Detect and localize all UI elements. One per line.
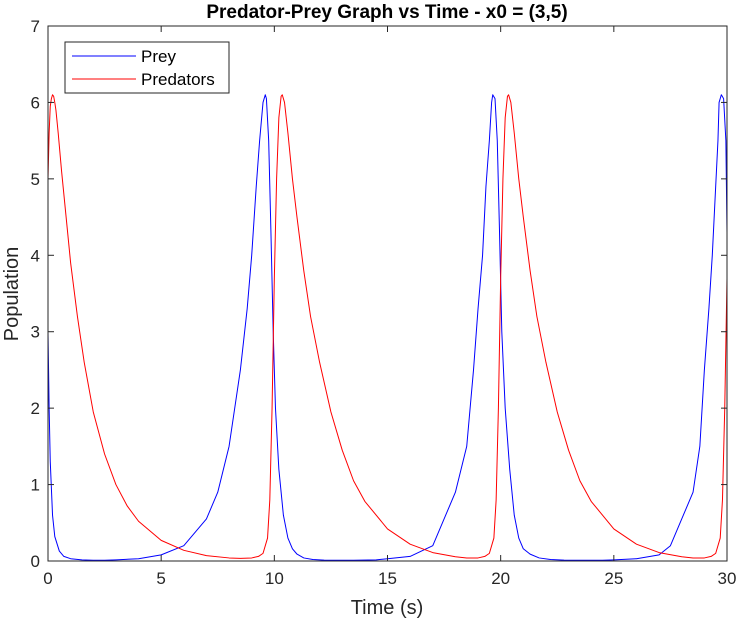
x-tick-label: 25 bbox=[604, 569, 623, 588]
y-tick-label: 2 bbox=[31, 399, 40, 418]
series-line-prey bbox=[47, 94, 728, 561]
y-tick-label: 1 bbox=[31, 476, 40, 495]
y-tick-label: 7 bbox=[31, 17, 40, 36]
x-tick-label: 15 bbox=[378, 569, 397, 588]
legend: Prey Predators bbox=[64, 41, 230, 94]
y-tick-label: 5 bbox=[31, 170, 40, 189]
legend-label-predators: Predators bbox=[141, 70, 215, 89]
y-tick-label: 4 bbox=[31, 246, 40, 265]
x-ticks: 0 5 10 15 20 25 30 bbox=[43, 26, 736, 588]
chart-title: Predator-Prey Graph vs Time - x0 = (3,5) bbox=[206, 2, 567, 23]
series-line-predators bbox=[47, 94, 728, 559]
y-tick-label: 6 bbox=[31, 93, 40, 112]
x-tick-label: 30 bbox=[718, 569, 737, 588]
legend-label-prey: Prey bbox=[141, 47, 176, 66]
x-axis-label: Time (s) bbox=[351, 597, 424, 619]
series-layer bbox=[47, 94, 728, 561]
x-tick-label: 0 bbox=[43, 569, 52, 588]
y-tick-label: 0 bbox=[31, 552, 40, 571]
y-tick-label: 3 bbox=[31, 323, 40, 342]
legend-box bbox=[64, 41, 230, 94]
y-axis-label: Population bbox=[1, 247, 23, 342]
y-ticks: 0 1 2 3 4 5 6 7 bbox=[31, 17, 727, 571]
x-tick-label: 5 bbox=[156, 569, 165, 588]
x-tick-label: 20 bbox=[491, 569, 510, 588]
x-tick-label: 10 bbox=[265, 569, 284, 588]
